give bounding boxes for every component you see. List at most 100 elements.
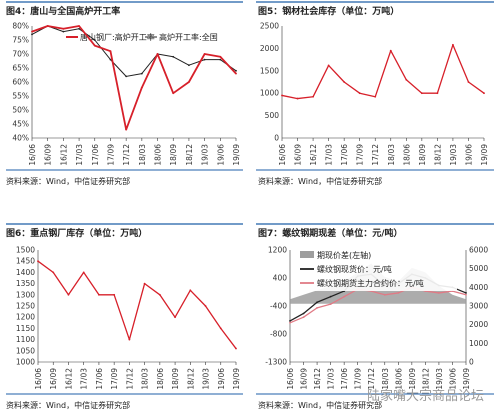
tangshan-rate-line-point [203, 53, 206, 55]
mill-stock-line [37, 260, 237, 349]
x-tick-label: 16/12 [309, 144, 318, 166]
y-tick-label: 1250 [16, 302, 35, 311]
watermark: 陆家嘴大宗商品论坛 [367, 388, 484, 404]
national-rate-line-point [219, 58, 222, 61]
y-tick-label: 1150 [16, 324, 35, 333]
mill-stock-line-point [82, 271, 85, 274]
national-rate-line-point [203, 58, 206, 61]
y-tick-label: 3000 [469, 302, 488, 311]
social-stock-line-point [358, 92, 361, 95]
panel-tangshan: 图4：唐山与全国高炉开工率 资料来源：Wind，中信证券研究部 80% 75% 70… [6, 1, 243, 186]
x-tick-label: 17/09 [354, 368, 363, 390]
panel-mill-stock: 图6：重点钢厂库存（单位：万吨） 资料来源：Wind，中信证券研究部 1500 1… [6, 223, 243, 410]
futures-price-line-point [302, 316, 305, 319]
social-stock-line-point [389, 49, 392, 52]
futures-price-line-point [438, 292, 440, 294]
x-tick-label: 18/06 [394, 368, 403, 390]
social-stock-line-point [405, 78, 408, 81]
spot-price-line-point [289, 320, 291, 322]
national-rate-line [31, 25, 237, 77]
national-rate-line-point [109, 58, 112, 61]
source-note: 资料来源：Wind，中信证券研究部 [6, 176, 130, 186]
y-tick-label: 70% [12, 50, 29, 59]
y-tick-label: 4000 [469, 283, 488, 292]
y-tick-label: 45% [12, 120, 29, 129]
national-rate-line-point [62, 30, 65, 33]
y-tick-label: 0 [469, 358, 474, 367]
futures-price-line-point [343, 295, 346, 298]
legend-label: 唐山钢厂:高炉开工率 [80, 32, 155, 42]
y-tick-label: 400 [273, 274, 288, 283]
spot-price-line-point [329, 295, 332, 298]
legend-swatch [300, 251, 314, 258]
y-tick-label: 55% [12, 92, 29, 101]
tangshan-rate-line-point [172, 92, 175, 95]
mill-stock-line-point [128, 338, 131, 341]
x-tick-label: 19/06 [217, 368, 226, 390]
futures-price-line-point [329, 303, 332, 306]
y-tick-label: 0 [274, 134, 279, 143]
social-stock-line [281, 44, 485, 100]
spot-price-line-point [302, 312, 305, 315]
futures-price-line-point [316, 306, 318, 309]
x-tick-label: 16/06 [34, 368, 43, 390]
x-tick-label: 17/12 [367, 368, 376, 390]
x-tick-label: 16/06 [278, 144, 287, 166]
futures-price-line-point [397, 292, 400, 294]
y-tick-label: 2500 [260, 22, 279, 31]
mill-stock-line-point [189, 289, 192, 292]
spot-price-line-point [316, 301, 318, 304]
social-stock-line-point [281, 94, 283, 97]
tangshan-rate-line-point [93, 44, 96, 47]
national-rate-line-point [235, 69, 237, 72]
x-tick-label: 18/12 [433, 144, 442, 166]
chart-title: 图6：重点钢厂库存（单位：万吨） [6, 227, 147, 239]
mill-stock-line-point [113, 293, 116, 296]
x-tick-label: 19/06 [448, 368, 457, 390]
national-rate-line-point [93, 39, 96, 41]
x-tick-label: 18/03 [141, 368, 150, 390]
y-tick-label: 65% [12, 64, 29, 73]
x-tick-label: 18/03 [387, 144, 396, 166]
x-tick-label: 17/09 [110, 368, 119, 390]
x-tick-label: 17/06 [91, 144, 100, 166]
x-tick-label: 17/12 [371, 144, 380, 166]
futures-price-line [289, 286, 467, 324]
national-rate-line-point [188, 64, 190, 67]
x-tick-label: 18/03 [138, 144, 147, 166]
futures-price-line-point [289, 321, 291, 324]
tangshan-rate-line-point [78, 25, 80, 27]
mill-stock-line-point [219, 327, 222, 330]
x-tick-label: 17/03 [80, 368, 89, 390]
futures-price-line-point [465, 293, 467, 296]
x-tick-label: 19/06 [464, 144, 473, 166]
tangshan-rate-line-point [156, 53, 159, 55]
x-tick-label: 16/09 [44, 144, 53, 166]
source-note: 资料来源：Wind，中信证券研究部 [258, 400, 382, 410]
y-tick-label: 1000 [260, 89, 279, 98]
y-tick-label: 1450 [16, 257, 35, 266]
chart-title: 图4：唐山与全国高炉开工率 [6, 5, 120, 17]
x-tick-label: 19/09 [462, 368, 471, 390]
y-tick-label: 1300 [16, 290, 35, 299]
legend-box [297, 247, 457, 291]
y-tick-label: 2000 [469, 320, 488, 329]
y-tick-label: 1000 [16, 358, 35, 367]
x-tick-label: 18/09 [418, 144, 427, 166]
mill-stock-line-point [52, 271, 55, 274]
chart-title: 图5：钢材社会库存（单位：万吨） [258, 5, 399, 17]
y-tick-label: 75% [12, 36, 29, 45]
national-rate-line-point [31, 33, 33, 36]
x-tick-label: 18/09 [169, 144, 178, 166]
x-tick-label: 17/06 [340, 368, 349, 390]
x-tick-label: 16/09 [300, 368, 309, 390]
legend-label: 螺纹钢现货价：元/吨 [317, 264, 392, 274]
x-tick-label: 19/09 [232, 144, 241, 166]
mill-stock-line-point [67, 293, 70, 296]
legend-label: 高炉开工率:全国 [159, 32, 218, 42]
y-tick-label: 5000 [469, 264, 488, 273]
y-tick-label: 500 [265, 111, 280, 120]
tangshan-rate-line-point [46, 25, 49, 27]
x-tick-label: 19/09 [232, 368, 241, 390]
mill-stock-line-point [235, 347, 237, 350]
